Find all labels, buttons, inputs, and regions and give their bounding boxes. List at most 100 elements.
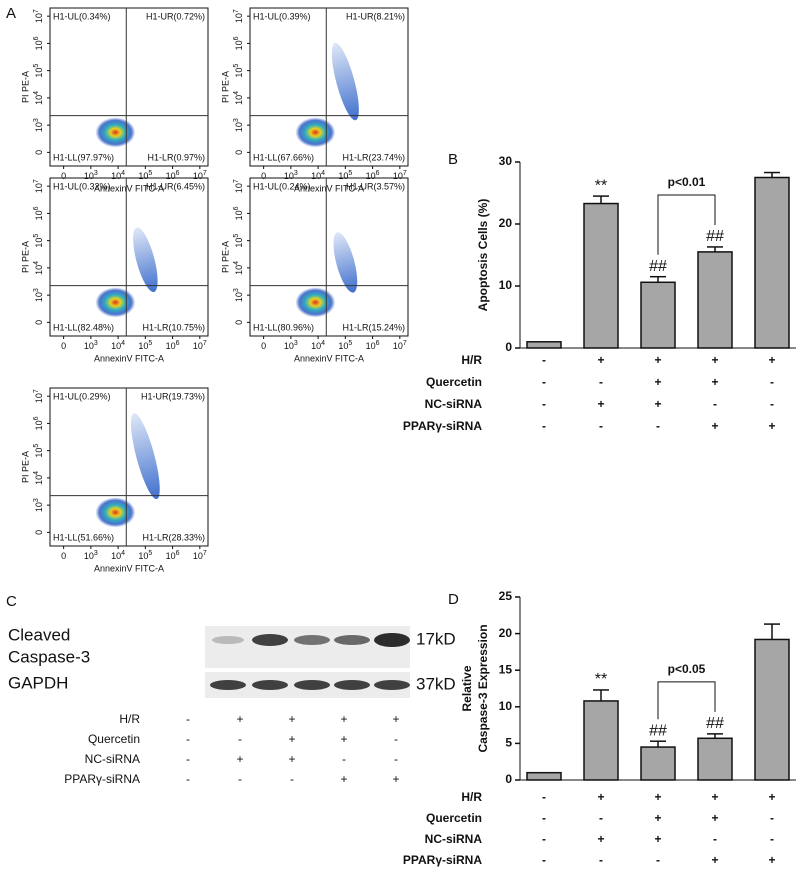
significance-mark: ##	[706, 715, 724, 732]
condition-mark: -	[542, 811, 546, 825]
y-tick-label: 104	[233, 261, 244, 275]
x-tick-label: 105	[338, 340, 352, 351]
bar	[526, 341, 562, 349]
x-axis-label: AnnexinV FITC-A	[94, 563, 164, 573]
x-tick-label: 103	[84, 170, 98, 181]
quadrant-label: H1-LR(0.97%)	[147, 152, 205, 162]
tick-exponent: 3	[33, 498, 40, 502]
band-label: Cleaved	[8, 625, 70, 644]
y-axis-label: PI PE-A	[20, 451, 30, 483]
x-tick-label: 104	[111, 340, 125, 351]
condition-name: Quercetin	[426, 375, 482, 389]
y-tick-label: 30	[499, 154, 513, 168]
x-tick-label: 0	[261, 171, 266, 181]
tick-base: 10	[34, 95, 44, 105]
y-axis-label: PI PE-A	[220, 71, 230, 103]
tick-exponent: 6	[176, 340, 180, 347]
condition-mark: -	[599, 811, 603, 825]
y-tick-label: 106	[233, 206, 244, 220]
tick-exponent: 3	[294, 340, 298, 347]
y-axis-label: PI PE-A	[20, 71, 30, 103]
event-density	[95, 497, 136, 528]
condition-mark: -	[599, 419, 603, 433]
tick-base: 0	[61, 551, 66, 561]
bar	[697, 737, 733, 781]
tick-exponent: 7	[33, 179, 40, 183]
y-tick-label: 107	[233, 179, 244, 193]
tick-base: 10	[366, 341, 376, 351]
x-tick-label: 107	[193, 170, 207, 181]
tick-base: 10	[193, 171, 203, 181]
plot-frame	[249, 177, 409, 337]
y-tick-label: 105	[33, 444, 44, 458]
tick-base: 10	[284, 171, 294, 181]
y-axis-label: Caspase-3 Expression	[476, 624, 490, 752]
condition-mark: +	[768, 853, 775, 867]
tick-exponent: 3	[94, 550, 98, 557]
event-density	[295, 117, 336, 148]
tick-base: 10	[34, 13, 44, 23]
condition-mark: +	[236, 712, 243, 726]
condition-name: PPARγ-siRNA	[403, 419, 482, 433]
tick-exponent: 3	[294, 170, 298, 177]
tick-base: 10	[166, 171, 176, 181]
bar	[583, 202, 619, 349]
tick-base: 10	[166, 341, 176, 351]
condition-mark: +	[288, 732, 295, 746]
quadrant-label: H1-LR(23.74%)	[342, 152, 405, 162]
y-tick-label: 103	[33, 498, 44, 512]
x-tick-label: 104	[311, 340, 325, 351]
x-axis-label: AnnexinV FITC-A	[294, 353, 364, 363]
quadrant-label: H1-UR(0.72%)	[146, 11, 205, 21]
tick-exponent: 6	[376, 170, 380, 177]
x-tick-label: 106	[166, 550, 180, 561]
tick-base: 10	[234, 183, 244, 193]
tick-base: 10	[234, 95, 244, 105]
y-tick-label: 105	[233, 64, 244, 78]
condition-mark: -	[656, 853, 660, 867]
band-label: Caspase-3	[8, 647, 90, 666]
condition-name: H/R	[461, 353, 482, 367]
tick-exponent: 7	[203, 170, 207, 177]
y-tick-label: 10	[499, 278, 513, 292]
x-tick-label: 107	[193, 340, 207, 351]
tick-exponent: 5	[233, 64, 240, 68]
condition-name: NC-siRNA	[425, 397, 483, 411]
y-tick-label: 106	[233, 36, 244, 50]
tick-exponent: 3	[233, 118, 240, 122]
y-tick-label: 105	[33, 234, 44, 248]
condition-mark: +	[711, 853, 718, 867]
y-tick-label: 103	[233, 118, 244, 132]
plot-frame	[49, 177, 209, 337]
tick-base: 10	[34, 475, 44, 485]
condition-name: Quercetin	[426, 811, 482, 825]
x-tick-label: 107	[393, 170, 407, 181]
tick-base: 10	[111, 341, 121, 351]
y-tick-label: 107	[33, 9, 44, 23]
tick-base: 10	[34, 393, 44, 403]
condition-mark: +	[654, 832, 661, 846]
quadrant-label: H1-UL(0.32%)	[53, 181, 111, 191]
y-tick-label: 107	[33, 179, 44, 193]
tick-base: 10	[138, 551, 148, 561]
tick-base: 10	[34, 40, 44, 50]
bar	[697, 251, 733, 349]
condition-mark: -	[290, 772, 294, 786]
comparison-label: p<0.01	[668, 175, 706, 189]
y-tick-label: 103	[33, 118, 44, 132]
y-tick-label: 104	[233, 91, 244, 105]
blot-strip	[205, 626, 410, 668]
x-tick-label: 106	[166, 170, 180, 181]
tick-exponent: 7	[233, 179, 240, 183]
significance-mark: **	[595, 671, 607, 688]
quadrant-label: H1-UR(8.21%)	[346, 11, 405, 21]
quadrant-label: H1-LL(51.66%)	[53, 532, 114, 542]
x-tick-label: 0	[61, 341, 66, 351]
y-tick-label: 20	[499, 626, 513, 640]
tick-base: 10	[234, 13, 244, 23]
condition-mark: +	[597, 397, 604, 411]
condition-mark: -	[394, 732, 398, 746]
tick-base: 10	[84, 171, 94, 181]
tick-exponent: 4	[121, 550, 125, 557]
tick-exponent: 3	[33, 288, 40, 292]
